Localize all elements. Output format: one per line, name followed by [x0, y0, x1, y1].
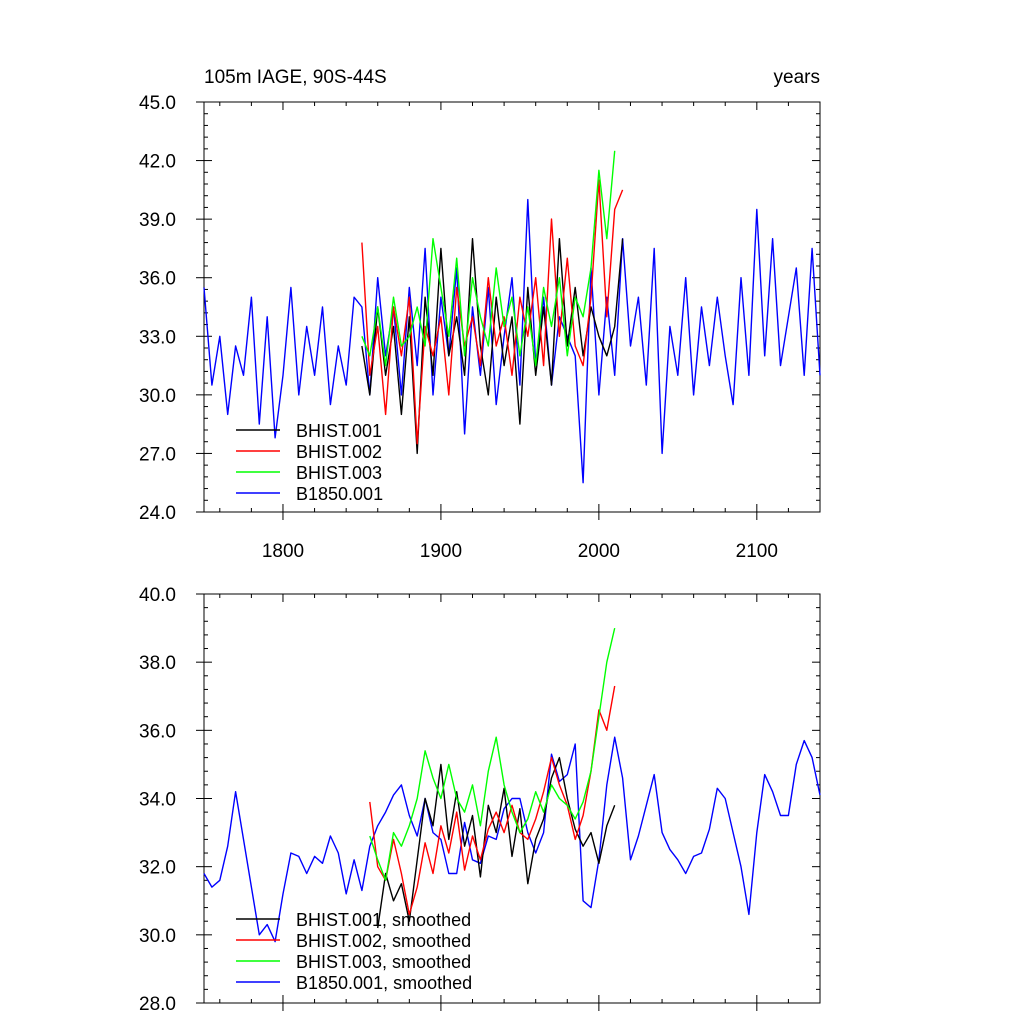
- legend-label: B1850.001: [296, 484, 383, 504]
- y-tick-label: 33.0: [139, 327, 176, 348]
- series-line-b1850-001: [203, 736, 821, 943]
- y-tick-label: 28.0: [139, 994, 176, 1015]
- y-tick-label: 30.0: [139, 926, 176, 947]
- annual-chart: 24.0 27.0 30.0 33.0 36.0 39.0 42.0 45.0 1800 1900…: [139, 93, 821, 562]
- series-line-bhist-001: [377, 756, 616, 929]
- y-tick-label: 39.0: [139, 210, 176, 231]
- figure-title: 105m IAGE, 90S-44S: [204, 67, 387, 88]
- y-tick-label: 36.0: [139, 269, 176, 290]
- smoothed-chart: 28.0 30.0 32.0 34.0 36.0 38.0 40.0 BHIST.001, s…: [139, 585, 821, 1015]
- x-tick-label: 2100: [736, 541, 778, 562]
- legend-label: BHIST.001, smoothed: [296, 910, 471, 930]
- y-tick-label: 30.0: [139, 386, 176, 407]
- legend-label: BHIST.003, smoothed: [296, 952, 471, 972]
- y-tick-label: 27.0: [139, 444, 176, 465]
- legend-label: BHIST.001: [296, 421, 382, 441]
- series-line-b1850-001: [203, 198, 821, 484]
- y-tick-label: 40.0: [139, 585, 176, 606]
- legend-label: BHIST.002, smoothed: [296, 931, 471, 951]
- y-tick-label: 45.0: [139, 93, 176, 114]
- legend-label: BHIST.002: [296, 442, 382, 462]
- legend-label: BHIST.003: [296, 463, 382, 483]
- x-tick-label: 1800: [262, 541, 304, 562]
- y-tick-label: 32.0: [139, 858, 176, 879]
- x-tick-label: 1900: [420, 541, 462, 562]
- y-tick-label: 36.0: [139, 721, 176, 742]
- series-line-bhist-003: [361, 150, 616, 367]
- series-line-bhist-003: [369, 627, 616, 881]
- y-tick-label: 42.0: [139, 152, 176, 173]
- series-line-bhist-001: [361, 237, 624, 455]
- y-tick-label: 34.0: [139, 790, 176, 811]
- plot-frame: [203, 101, 821, 513]
- units-label: years: [774, 67, 820, 88]
- legend-label: B1850.001, smoothed: [296, 973, 472, 993]
- x-tick-label: 2000: [578, 541, 620, 562]
- series-line-bhist-002: [369, 685, 616, 916]
- y-tick-label: 24.0: [139, 503, 176, 524]
- y-tick-label: 38.0: [139, 653, 176, 674]
